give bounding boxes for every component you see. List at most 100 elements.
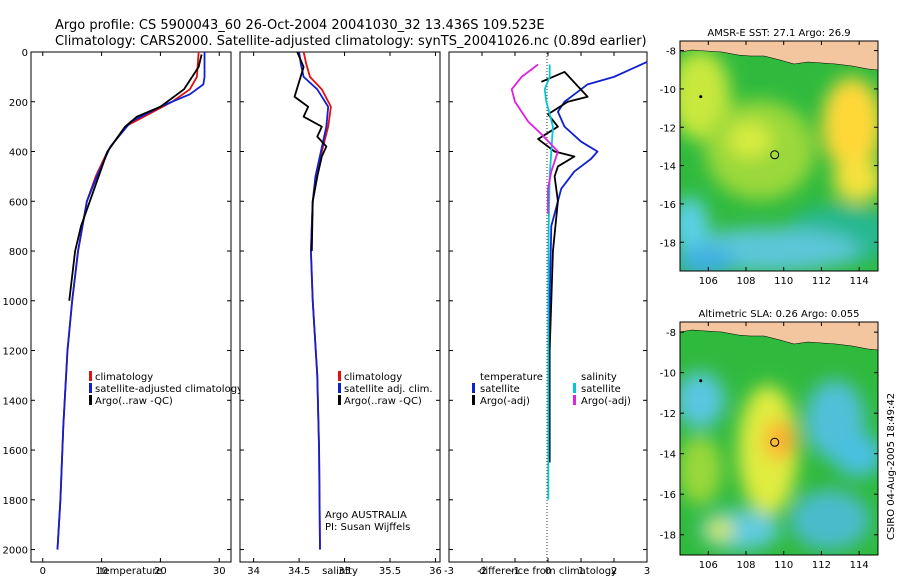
legend-swatch-temp-argo (472, 395, 475, 405)
sla_map-lon-label: 112 (812, 560, 831, 571)
legend-label-temp-argo: Argo(-adj) (480, 396, 530, 407)
depth-tick-label: 0 (22, 48, 28, 59)
legend-label-argo: Argo(..raw -QC) (344, 396, 422, 407)
legend-swatch-sal-argo (573, 395, 576, 405)
temperature-xtick-label: 10 (95, 566, 108, 577)
sst-map-title: AMSR-E SST: 27.1 Argo: 26.9 (707, 28, 850, 39)
sla-map: Altimetric SLA: 0.26 Argo: 0.055 106 108 1… (660, 309, 879, 571)
difference-profile-chart: -3 -2 -1 0 1 2 3 difference from climatology t… (444, 51, 650, 577)
legend-label-temperature: temperature (480, 372, 543, 383)
salinity-legend: climatology satellite adj. clim. Argo(..… (338, 371, 433, 407)
legend-label-climatology: climatology (95, 372, 153, 383)
sst-land-coast (680, 41, 878, 71)
legend-label-climatology: climatology (344, 372, 402, 383)
sla-map-field (680, 372, 878, 550)
legend-swatch-satellite (338, 383, 341, 393)
legend-swatch-argo (89, 395, 92, 405)
legend-label-argo: Argo(..raw -QC) (95, 396, 173, 407)
title-line-2: Climatology: CARS2000. Satellite-adjuste… (55, 34, 647, 49)
legend-swatch-temp-satellite (472, 383, 475, 393)
sst_map-lat-label: -18 (660, 238, 676, 249)
sst_map-lon-label: 110 (774, 276, 793, 287)
sst_map-prior-marker (699, 95, 703, 99)
sla-land-coast (680, 322, 878, 351)
legend-swatch-argo (338, 395, 341, 405)
depth-tick-label: 400 (9, 148, 28, 159)
depth-tick-label: 200 (9, 98, 28, 109)
temperature-xtick-label: 20 (154, 566, 167, 577)
legend-label-satellite: satellite adj. clim. (344, 384, 433, 395)
sst-map-field (680, 50, 878, 271)
depth-tick-label: 1400 (3, 396, 28, 407)
difference-series-salinity-argo-adj (510, 63, 559, 214)
legend-label-salinity: salinity (581, 372, 617, 383)
temperature-xtick-label: 30 (213, 566, 226, 577)
temperature-xlabel: temperature (100, 566, 163, 577)
salinity-xlabel: salinity (322, 566, 358, 577)
sst_map-lat-label: -10 (660, 85, 676, 96)
sla_map-lon-label: 110 (774, 560, 793, 571)
depth-tick-label: 1200 (3, 347, 28, 358)
difference-xtick-label: 3 (644, 566, 650, 577)
salinity-series-satellite-adj-clim (298, 51, 330, 550)
temperature-series-satellite-adjusted-climatology (56, 52, 206, 550)
depth-tick-label: 800 (9, 247, 28, 258)
depth-tick-label: 2000 (3, 546, 28, 557)
sla_map-lat-label: -14 (660, 450, 676, 461)
legend-swatch-satellite-adjusted (89, 383, 92, 393)
legend-label-temp-satellite: satellite (480, 384, 520, 395)
salinity-series-argo-raw-qc (293, 51, 328, 252)
salinity-profile-chart: 34 34.5 35 35.5 36 salinity climatology sate… (239, 51, 442, 577)
sst_map-lon-label: 112 (812, 276, 831, 287)
sst_map-lat-label: -8 (666, 47, 676, 58)
temperature-xtick-label: 0 (40, 566, 46, 577)
sla_map-lon-label: 106 (699, 560, 718, 571)
sla_map-profile-marker (770, 437, 780, 447)
legend-swatch-climatology (89, 371, 92, 381)
difference-series-temperature-satellite (547, 61, 648, 426)
sla_map-lat-label: -12 (660, 409, 676, 420)
depth-tick-label: 1800 (3, 496, 28, 507)
salinity-xtick-label: 34.5 (288, 566, 310, 577)
difference-xtick-label: 0 (545, 566, 551, 577)
difference-xtick-label: 1 (578, 566, 584, 577)
temperature-plot-frame (30, 51, 232, 563)
sst_map-lon-label: 106 (699, 276, 718, 287)
legend-label-satellite-adjusted: satellite-adjusted climatology (95, 384, 243, 395)
salinity-xtick-label: 34 (247, 566, 260, 577)
sla_map-lat-label: -18 (660, 531, 676, 542)
sla-map-frame (679, 321, 879, 556)
sla_map-lon-label: 114 (850, 560, 869, 571)
salinity-xtick-label: 35 (338, 566, 351, 577)
sst-map: AMSR-E SST: 27.1 Argo: 26.9 106 108 110 112… (660, 28, 879, 287)
sla-map-title: Altimetric SLA: 0.26 Argo: 0.055 (699, 309, 860, 320)
sst_map-lat-label: -12 (660, 123, 676, 134)
temperature-legend: climatology satellite-adjusted climatolo… (89, 371, 243, 407)
sla_map-lat-label: -10 (660, 369, 676, 380)
sst-map-frame (679, 40, 879, 272)
temperature-series-argo-raw-qc (68, 54, 203, 301)
sla_map-lon-label: 108 (736, 560, 755, 571)
salinity-plot-frame (239, 51, 441, 563)
sst_map-profile-marker (770, 150, 780, 160)
difference-xtick-label: -3 (444, 566, 454, 577)
depth-tick-label: 1000 (3, 297, 28, 308)
sst_map-lat-label: -14 (660, 162, 676, 173)
sst_map-lat-label: -16 (660, 200, 676, 211)
sla_map-lat-label: -8 (666, 328, 676, 339)
annotation-pi: PI: Susan Wijffels (325, 522, 410, 533)
depth-tick-label: 1600 (3, 446, 28, 457)
sst_map-lon-label: 114 (850, 276, 869, 287)
temperature-profile-chart: 0 200 400 600 800 1000 1200 1400 1600 1800 2000 0 1… (3, 48, 243, 577)
difference-xlabel: difference from climatology (479, 566, 617, 577)
sla_map-lat-label: -16 (660, 490, 676, 501)
sst_map-lon-label: 108 (736, 276, 755, 287)
title-line-1: Argo profile: CS 5900043_60 26-Oct-2004 … (55, 18, 545, 33)
difference-legend: temperature satellite Argo(-adj) salinit… (472, 372, 631, 407)
difference-xtick-label: -1 (510, 566, 520, 577)
legend-swatch-sal-satellite (573, 383, 576, 393)
depth-tick-label: 600 (9, 197, 28, 208)
difference-series-salinity-satellite (543, 64, 554, 500)
difference-xtick-label: -2 (477, 566, 487, 577)
